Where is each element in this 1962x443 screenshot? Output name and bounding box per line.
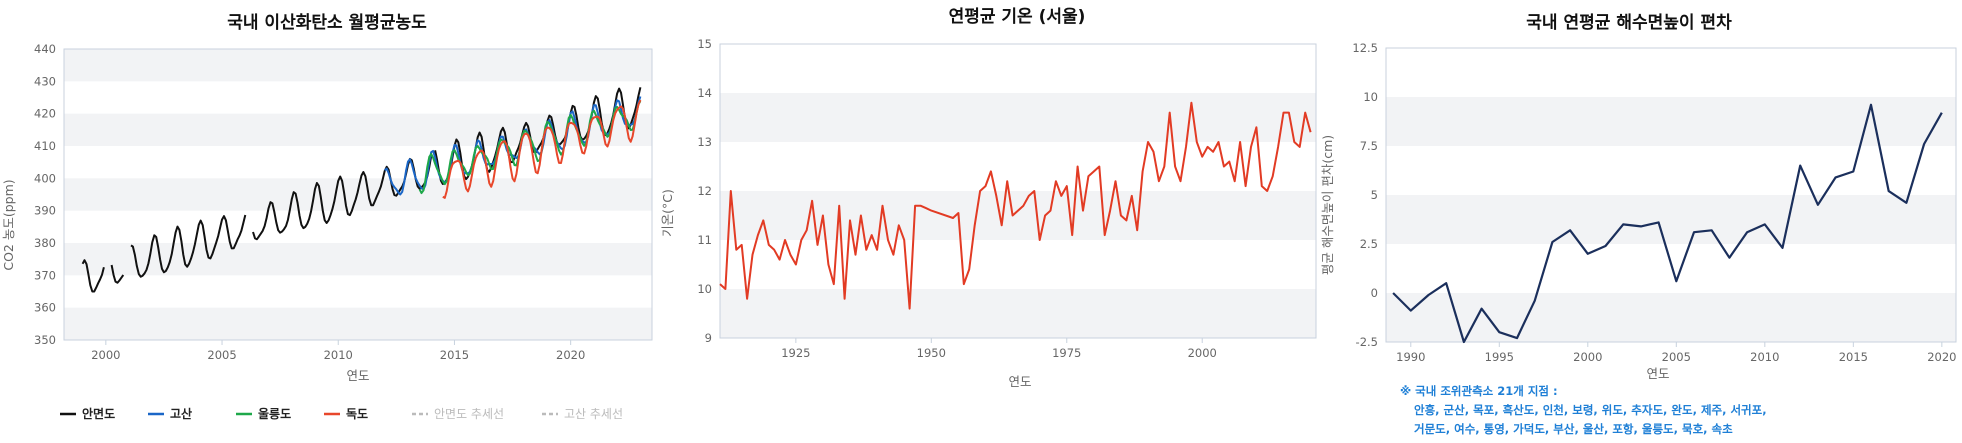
sea-y-tick-label: -2.5: [1356, 335, 1378, 349]
sea-series: [1392, 103, 1943, 344]
co2-chart: 국내 이산화탄소 월평균농도 350 360 370 380 390 400 410 420 4…: [1, 13, 653, 421]
temp-y-tick-label: 9: [705, 331, 712, 345]
co2-plot-frame: [63, 48, 653, 341]
sea-y-tick-label: 12.5: [1352, 41, 1378, 55]
co2-legend-label-ulleung[interactable]: 울릉도: [258, 406, 291, 421]
sea-y-axis-label: 평균 해수면높이 편차(cm): [1320, 135, 1335, 275]
temp-series: [719, 101, 1312, 310]
temp-x-tick-label: 1925: [781, 346, 810, 360]
co2-y-tick-label: 360: [34, 301, 56, 315]
co2-y-tick-label: 410: [34, 139, 56, 153]
temp-chart: 연평균 기온 (서울) 9 10 11 12 13 14 15 1925 1950 1975 20…: [660, 7, 1317, 389]
temp-chart-panel: 연평균 기온 (서울) 9 10 11 12 13 14 15 1925 1950 1975 20…: [660, 0, 1320, 443]
sea-x-tick-label: 1995: [1485, 350, 1514, 364]
co2-y-tick-label: 430: [34, 74, 56, 88]
temp-y-ticks: 9 10 11 12 13 14 15: [697, 37, 712, 345]
co2-x-tick-label: 2000: [91, 348, 120, 362]
sea-y-tick-label: 7.5: [1360, 139, 1378, 153]
sea-grid-band: [1386, 293, 1956, 342]
sea-x-tick-label: 2015: [1839, 350, 1868, 364]
temp-x-axis-label: 연도: [1008, 374, 1031, 389]
co2-legend-label-gosan[interactable]: 고산: [170, 406, 192, 421]
co2-x-tick-label: 2015: [440, 348, 469, 362]
co2-y-tick-label: 380: [34, 236, 56, 250]
sea-plot-frame: [1385, 47, 1957, 343]
temp-x-tick-label: 1975: [1052, 346, 1081, 360]
sea-x-tick-label: 2000: [1573, 350, 1602, 364]
co2-x-tick-label: 2010: [324, 348, 353, 362]
sea-x-ticks: 1990 1995 2000 2005 2010 2015 2020: [1396, 342, 1956, 364]
co2-y-tick-label: 420: [34, 107, 56, 121]
temp-chart-title: 연평균 기온 (서울): [949, 7, 1086, 27]
temp-y-tick-label: 12: [697, 184, 712, 198]
temp-plot-frame: [719, 43, 1317, 339]
co2-x-tick-label: 2020: [556, 348, 585, 362]
sea-chart-panel: 국내 연평균 해수면높이 편차 -2.5 0 2.5 5 7.5 10 12.5 1990 1…: [1320, 0, 1962, 443]
sea-y-tick-label: 0: [1371, 286, 1378, 300]
sea-chart-title: 국내 연평균 해수면높이 편차: [1526, 13, 1732, 33]
co2-legend-label-trend2[interactable]: 고산 추세선: [564, 407, 623, 421]
temp-grid-band: [720, 289, 1316, 338]
sea-grid-band: [1386, 97, 1956, 146]
co2-series-line-dokdo: [442, 99, 642, 199]
co2-legend: 안면도 고산 울릉도 독도 안면도 추세선 고산 추세선: [60, 406, 623, 421]
sea-y-tick-label: 5: [1371, 188, 1378, 202]
temp-x-ticks: 1925 1950 1975 2000: [781, 338, 1217, 360]
co2-chart-panel: 국내 이산화탄소 월평균농도 350 360 370 380 390 400 410 420 4…: [0, 0, 660, 443]
co2-grid-band: [64, 49, 652, 82]
co2-plot-bands: [64, 49, 652, 340]
sea-note-title: ※ 국내 조위관측소 21개 지점 :: [1400, 384, 1558, 398]
co2-y-ticks: 350 360 370 380 390 400 410 420 430 440: [34, 42, 56, 347]
temp-x-tick-label: 1950: [917, 346, 946, 360]
sea-x-tick-label: 2020: [1927, 350, 1956, 364]
temp-y-tick-label: 15: [697, 37, 712, 51]
sea-x-tick-label: 2005: [1662, 350, 1691, 364]
sea-grid-band: [1386, 195, 1956, 244]
co2-legend-label-dokdo[interactable]: 독도: [346, 407, 368, 421]
temp-grid-band: [720, 93, 1316, 142]
co2-chart-title: 국내 이산화탄소 월평균농도: [227, 13, 427, 33]
co2-y-tick-label: 390: [34, 204, 56, 218]
temp-y-tick-label: 13: [697, 135, 712, 149]
sea-y-ticks: -2.5 0 2.5 5 7.5 10 12.5: [1352, 41, 1378, 349]
co2-legend-label-anmyeon[interactable]: 안면도: [82, 406, 115, 421]
co2-legend-label-trend1[interactable]: 안면도 추세선: [434, 407, 504, 421]
sea-x-tick-label: 2010: [1750, 350, 1779, 364]
temp-y-tick-label: 11: [697, 233, 712, 247]
co2-grid-band: [64, 307, 652, 340]
sea-y-tick-label: 10: [1363, 90, 1378, 104]
sea-x-axis-label: 연도: [1646, 366, 1669, 381]
co2-series: [81, 87, 642, 293]
sea-note-line2: 거문도, 여수, 통영, 가덕도, 부산, 울산, 포항, 울릉도, 묵호, 속…: [1414, 422, 1733, 436]
co2-y-axis-label: CO2 농도(ppm): [1, 179, 16, 270]
sea-plot-bands: [1386, 97, 1956, 342]
co2-x-ticks: 2000 2005 2010 2015 2020: [91, 340, 585, 362]
co2-x-tick-label: 2005: [207, 348, 236, 362]
co2-x-axis-label: 연도: [346, 368, 369, 383]
temp-y-tick-label: 10: [697, 282, 712, 296]
temp-plot-bands: [720, 93, 1316, 338]
sea-station-note: ※ 국내 조위관측소 21개 지점 : 안흥, 군산, 목포, 흑산도, 인천,…: [1400, 382, 1820, 439]
co2-y-tick-label: 400: [34, 171, 56, 185]
temp-y-axis-label: 기온(°C): [660, 189, 675, 237]
temp-series-line: [719, 101, 1312, 310]
sea-series-line: [1392, 103, 1943, 344]
sea-note-line1: 안흥, 군산, 목포, 흑산도, 인천, 보령, 위도, 추자도, 완도, 제주…: [1414, 403, 1767, 417]
temp-x-tick-label: 2000: [1188, 346, 1217, 360]
co2-series-line-anmyeon: [81, 87, 642, 293]
temp-y-tick-label: 14: [697, 86, 712, 100]
co2-y-tick-label: 350: [34, 333, 56, 347]
co2-y-tick-label: 440: [34, 42, 56, 56]
sea-x-tick-label: 1990: [1396, 350, 1425, 364]
co2-series-line-gosan: [384, 96, 642, 196]
sea-y-tick-label: 2.5: [1360, 237, 1378, 251]
co2-y-tick-label: 370: [34, 268, 56, 282]
